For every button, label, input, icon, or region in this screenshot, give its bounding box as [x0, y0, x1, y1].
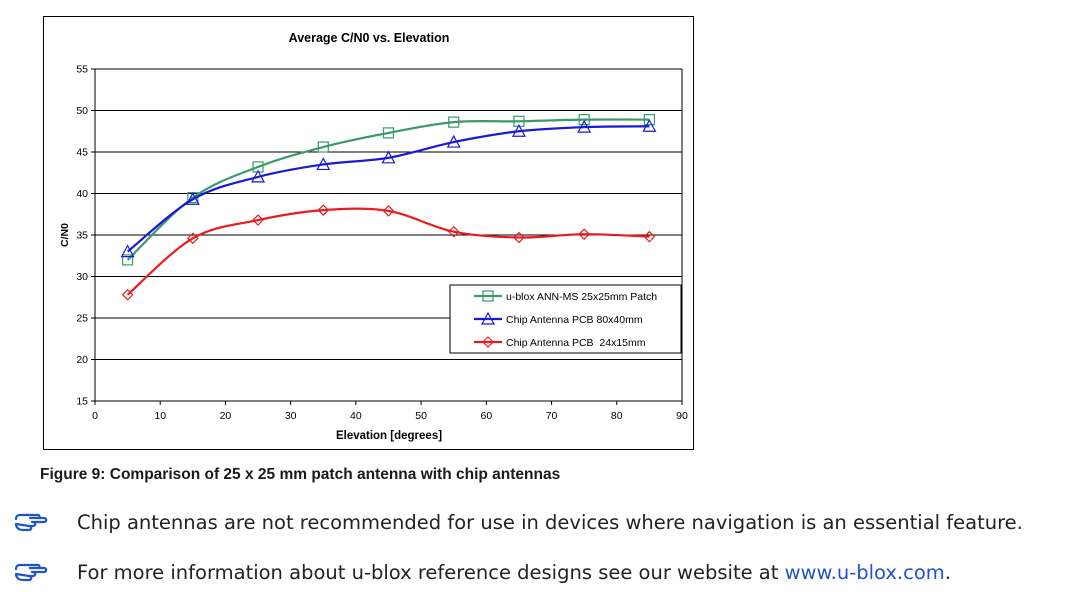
data-point [643, 230, 656, 243]
y-tick-label: 30 [76, 271, 88, 283]
data-point [317, 141, 329, 153]
data-point [122, 254, 134, 266]
x-tick-label: 90 [676, 410, 688, 422]
series-line [126, 118, 650, 261]
note-reference-designs: For more information about u-blox refere… [14, 560, 1074, 590]
x-tick-label: 80 [611, 410, 623, 422]
data-point [643, 114, 655, 126]
data-point [251, 169, 266, 183]
line-chart: Average C/N0 vs. Elevation C/N0 Elevatio… [59, 31, 688, 442]
legend-item: Chip Antenna PCB 80x40mm [474, 311, 643, 326]
series-2 [120, 119, 657, 258]
pointing-hand-icon [14, 513, 48, 532]
data-point [185, 192, 200, 205]
data-point [316, 157, 331, 171]
chart-title: Average C/N0 vs. Elevation [289, 31, 450, 45]
data-point [317, 204, 330, 216]
x-tick-label: 60 [480, 410, 492, 422]
legend-label: Chip Antenna PCB 24x15mm [506, 337, 646, 349]
x-tick-label: 50 [415, 410, 427, 422]
y-tick-label: 25 [76, 313, 88, 325]
note-text: Chip antennas are not recommended for us… [77, 511, 1023, 534]
x-axis-label: Elevation [degrees] [336, 430, 442, 442]
y-tick-label: 20 [76, 354, 88, 366]
x-tick-label: 10 [154, 410, 166, 422]
data-point [447, 225, 460, 238]
series-line [126, 125, 650, 253]
series-1 [122, 114, 655, 266]
legend-label: u-blox ANN-MS 25x25mm Patch [506, 291, 657, 303]
data-point [511, 123, 526, 137]
note-text: For more information about u-blox refere… [77, 561, 951, 584]
y-tick-label: 40 [76, 188, 88, 200]
website-link[interactable]: www.u-blox.com [784, 561, 945, 584]
x-tick-label: 30 [285, 410, 297, 422]
legend-marker [482, 336, 494, 348]
data-point [252, 214, 264, 226]
data-point [513, 231, 525, 244]
y-axis-label: C/N0 [59, 223, 71, 247]
legend-marker [480, 311, 496, 325]
series-3 [121, 204, 656, 301]
series-line [126, 207, 650, 296]
x-tick-label: 40 [350, 410, 362, 422]
x-tick-label: 20 [220, 410, 232, 422]
y-tick-label: 15 [76, 396, 88, 408]
y-tick-label: 55 [76, 64, 88, 76]
data-point [382, 205, 395, 217]
data-point [120, 244, 135, 258]
legend: u-blox ANN-MS 25x25mm Patch Chip Antenna … [449, 284, 682, 354]
data-point [381, 150, 396, 164]
x-tick-label: 0 [92, 410, 98, 422]
legend-item: u-blox ANN-MS 25x25mm Patch [474, 290, 657, 303]
legend-item: Chip Antenna PCB 24x15mm [474, 336, 646, 349]
x-tick-label: 70 [546, 410, 558, 422]
legend-label: Chip Antenna PCB 80x40mm [506, 314, 643, 326]
data-point [382, 127, 395, 139]
data-point [446, 134, 461, 148]
y-tick-label: 45 [76, 147, 88, 159]
y-tick-label: 50 [76, 105, 88, 117]
legend-marker [482, 290, 494, 302]
data-point [121, 288, 134, 301]
y-tick-label: 35 [76, 230, 88, 242]
figure-caption: Figure 9: Comparison of 25 x 25 mm patch… [40, 466, 561, 483]
note-chip-antenna: Chip antennas are not recommended for us… [14, 510, 1074, 540]
data-point [642, 119, 657, 132]
chart-frame: Average C/N0 vs. Elevation C/N0 Elevatio… [43, 16, 694, 450]
pointing-hand-icon [14, 563, 48, 582]
data-point [186, 232, 199, 245]
data-point [578, 228, 591, 241]
data-point [577, 119, 592, 133]
data-point [448, 116, 460, 128]
data-point [578, 114, 590, 126]
